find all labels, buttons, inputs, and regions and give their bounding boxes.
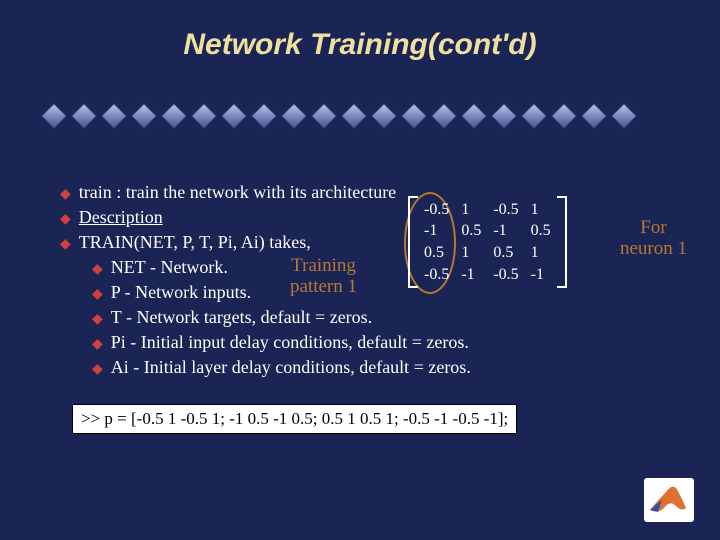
bullet-text: Pi - Initial input delay conditions, def… bbox=[111, 332, 469, 353]
training-pattern-label: Training pattern 1 bbox=[290, 256, 357, 298]
slide-title: Network Training(cont'd) bbox=[0, 0, 720, 62]
diamond-icon bbox=[221, 103, 246, 128]
diamond-icon bbox=[131, 103, 156, 128]
for-neuron-label: For neuron 1 bbox=[620, 218, 687, 260]
diamond-icon bbox=[251, 103, 276, 128]
bullet-text: TRAIN(NET, P, T, Pi, Ai) takes, bbox=[79, 232, 311, 253]
bullet-list: ◆ train : train the network with its arch… bbox=[60, 182, 700, 382]
diamond-icon bbox=[41, 103, 66, 128]
bullet-text: P - Network inputs. bbox=[111, 282, 251, 303]
matrix-cell: 1 bbox=[531, 242, 551, 264]
bullet-item: ◆ train : train the network with its arch… bbox=[60, 182, 700, 203]
matrix-cell: 1 bbox=[531, 199, 551, 221]
bullet-text: Description bbox=[79, 207, 163, 228]
bullet-arrow-icon: ◆ bbox=[92, 311, 103, 328]
matrix-cell: 0.5 bbox=[531, 220, 551, 242]
bullet-item: ◆ P - Network inputs. bbox=[60, 282, 700, 303]
bullet-item: ◆ NET - Network. bbox=[60, 257, 700, 278]
bullet-arrow-icon: ◆ bbox=[60, 211, 71, 228]
matrix-cell: -1 bbox=[531, 264, 551, 286]
matrix-column: 10.51-1 bbox=[525, 197, 557, 287]
diamond-icon bbox=[101, 103, 126, 128]
matrix-column: -0.5-10.5-0.5 bbox=[418, 197, 455, 287]
diamond-icon bbox=[431, 103, 456, 128]
bullet-item: ◆ Ai - Initial layer delay conditions, de… bbox=[60, 357, 700, 378]
matrix-cell: -0.5 bbox=[493, 199, 518, 221]
bracket-left bbox=[408, 196, 418, 288]
diamond-icon bbox=[551, 103, 576, 128]
diamond-icon bbox=[371, 103, 396, 128]
diamond-icon bbox=[521, 103, 546, 128]
matrix-cell: -0.5 bbox=[424, 264, 449, 286]
matrix-column: 10.51-1 bbox=[455, 197, 487, 287]
bullet-item: ◆ Pi - Initial input delay conditions, de… bbox=[60, 332, 700, 353]
matrix-cell: 0.5 bbox=[493, 242, 518, 264]
diamond-icon bbox=[401, 103, 426, 128]
bullet-text: train : train the network with its archi… bbox=[79, 182, 396, 203]
bullet-arrow-icon: ◆ bbox=[92, 361, 103, 378]
matrix-cell: -0.5 bbox=[493, 264, 518, 286]
bullet-item: ◆ Description bbox=[60, 207, 700, 228]
bullet-arrow-icon: ◆ bbox=[92, 286, 103, 303]
matrix-cell: 0.5 bbox=[461, 220, 481, 242]
divider-row bbox=[0, 104, 720, 128]
matrix-column: -0.5-10.5-0.5 bbox=[487, 197, 524, 287]
diamond-icon bbox=[581, 103, 606, 128]
bullet-arrow-icon: ◆ bbox=[60, 186, 71, 203]
bracket-right bbox=[557, 196, 567, 288]
bullet-arrow-icon: ◆ bbox=[92, 261, 103, 278]
matrix: -0.5-10.5-0.510.51-1-0.5-10.5-0.510.51-1 bbox=[408, 196, 567, 288]
diamond-icon bbox=[341, 103, 366, 128]
matrix-cell: -0.5 bbox=[424, 199, 449, 221]
bullet-text: NET - Network. bbox=[111, 257, 228, 278]
diamond-icon bbox=[191, 103, 216, 128]
diamond-icon bbox=[461, 103, 486, 128]
diamond-icon bbox=[71, 103, 96, 128]
matrix-cell: 1 bbox=[461, 242, 481, 264]
matrix-cell: 1 bbox=[461, 199, 481, 221]
diamond-icon bbox=[311, 103, 336, 128]
matlab-command: >> p = [-0.5 1 -0.5 1; -1 0.5 -1 0.5; 0.… bbox=[72, 404, 517, 434]
bullet-text: T - Network targets, default = zeros. bbox=[111, 307, 372, 328]
matrix-cell: 0.5 bbox=[424, 242, 449, 264]
bullet-item: ◆ TRAIN(NET, P, T, Pi, Ai) takes, bbox=[60, 232, 700, 253]
diamond-icon bbox=[281, 103, 306, 128]
matrix-cell: -1 bbox=[461, 264, 481, 286]
matrix-cell: -1 bbox=[493, 220, 518, 242]
bullet-arrow-icon: ◆ bbox=[60, 236, 71, 253]
bullet-arrow-icon: ◆ bbox=[92, 336, 103, 353]
bullet-text: Ai - Initial layer delay conditions, def… bbox=[111, 357, 471, 378]
matlab-logo-icon bbox=[644, 478, 694, 522]
diamond-icon bbox=[491, 103, 516, 128]
matrix-cell: -1 bbox=[424, 220, 449, 242]
bullet-item: ◆ T - Network targets, default = zeros. bbox=[60, 307, 700, 328]
diamond-icon bbox=[161, 103, 186, 128]
diamond-icon bbox=[611, 103, 636, 128]
